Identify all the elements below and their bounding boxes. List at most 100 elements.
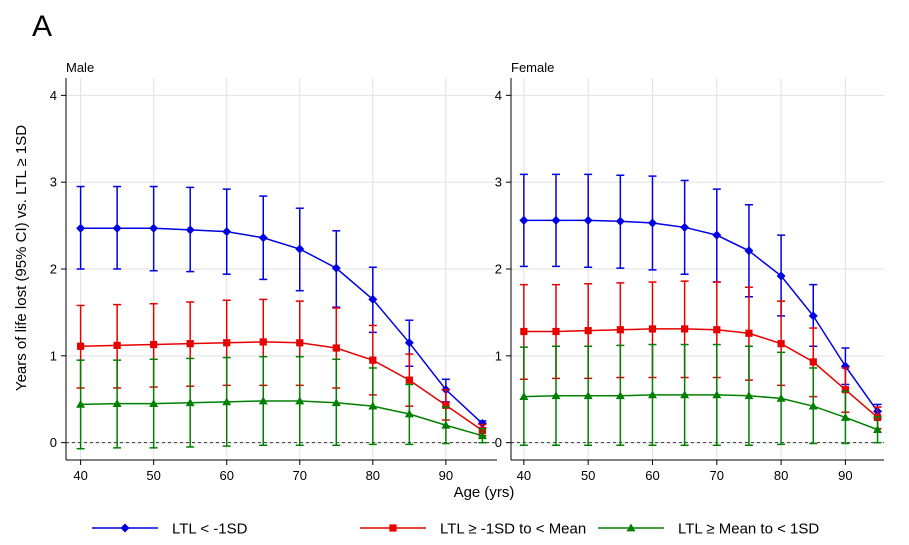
data-point xyxy=(404,338,414,348)
data-point xyxy=(405,376,413,384)
data-point xyxy=(222,227,232,237)
data-point xyxy=(809,358,817,366)
data-point xyxy=(77,342,85,350)
data-point xyxy=(185,398,195,407)
data-point xyxy=(369,356,377,364)
series-line xyxy=(80,400,483,437)
data-point xyxy=(296,339,304,347)
series-1 xyxy=(519,280,882,430)
legend-label: LTL ≥ Mean to < 1SD xyxy=(678,521,819,538)
data-point xyxy=(745,329,753,337)
data-point xyxy=(76,399,86,408)
legend-item-1: LTL ≥ -1SD to < Mean xyxy=(360,521,586,538)
data-point xyxy=(808,401,818,410)
data-point xyxy=(648,325,657,333)
y-tick-label: 1 xyxy=(50,348,57,363)
data-point xyxy=(186,340,194,348)
data-point xyxy=(477,431,487,440)
data-point xyxy=(680,390,690,399)
data-point xyxy=(404,409,414,418)
data-point xyxy=(647,390,657,399)
y-tick-label: 0 xyxy=(50,435,57,450)
legend-label: LTL < -1SD xyxy=(172,521,248,538)
legend-marker xyxy=(120,523,130,533)
data-point xyxy=(222,397,232,406)
series-line xyxy=(523,394,878,431)
series-0 xyxy=(519,173,883,420)
data-point xyxy=(295,244,305,254)
panel-title: Male xyxy=(66,60,94,75)
data-point xyxy=(442,401,450,409)
data-point xyxy=(551,391,561,400)
data-point xyxy=(259,338,267,346)
data-point xyxy=(368,401,378,410)
data-point xyxy=(150,340,158,349)
data-point xyxy=(258,396,268,405)
data-point xyxy=(519,215,529,225)
data-point xyxy=(776,393,786,402)
data-point xyxy=(712,390,722,399)
data-point xyxy=(583,215,593,225)
y-tick-label: 4 xyxy=(495,88,502,103)
data-point xyxy=(149,399,159,407)
x-axis-label: Age (yrs) xyxy=(454,484,515,501)
data-point xyxy=(777,340,785,348)
y-axis-label: Years of life lost (95% CI) vs. LTL ≥ 1S… xyxy=(13,125,30,391)
data-point xyxy=(583,391,593,400)
data-point xyxy=(841,386,850,394)
data-point xyxy=(112,399,122,407)
x-tick-label: 80 xyxy=(774,468,788,483)
data-point xyxy=(113,341,121,349)
data-point xyxy=(520,327,528,336)
y-tick-label: 0 xyxy=(495,435,502,450)
x-tick-label: 60 xyxy=(645,468,659,483)
data-point xyxy=(680,222,690,232)
x-tick-label: 90 xyxy=(838,468,852,483)
data-point xyxy=(223,339,231,347)
data-point xyxy=(552,327,560,336)
data-point xyxy=(840,412,850,421)
series-2 xyxy=(76,355,487,450)
x-tick-label: 50 xyxy=(581,468,595,483)
data-point xyxy=(331,398,341,407)
y-tick-label: 2 xyxy=(50,262,57,277)
data-point xyxy=(76,223,86,233)
data-point xyxy=(615,216,625,226)
x-tick-label: 60 xyxy=(219,468,233,483)
y-tick-label: 3 xyxy=(495,175,502,190)
legend-marker xyxy=(389,524,397,532)
x-tick-label: 40 xyxy=(73,468,87,483)
data-point xyxy=(873,425,883,433)
panel-female: Female 0 1 2 3 4 40 50 60 70 80 90 xyxy=(495,60,884,483)
data-point xyxy=(551,215,561,225)
data-point xyxy=(808,311,818,321)
data-point xyxy=(713,326,721,334)
data-point xyxy=(616,326,624,334)
data-point xyxy=(368,294,378,304)
data-point xyxy=(519,392,529,400)
data-point xyxy=(615,391,625,400)
y-tick-label: 1 xyxy=(495,348,502,363)
legend-item-0: LTL < -1SD xyxy=(92,521,248,538)
series-1 xyxy=(76,298,487,437)
data-point xyxy=(441,420,451,429)
data-point xyxy=(295,396,305,405)
y-tick-label: 4 xyxy=(50,88,57,103)
data-point xyxy=(744,246,754,256)
series-line xyxy=(523,219,879,412)
data-point xyxy=(681,325,689,333)
data-point xyxy=(332,344,340,352)
legend-marker xyxy=(626,523,636,532)
series-0 xyxy=(76,185,487,429)
data-point xyxy=(112,223,122,233)
data-point xyxy=(712,230,722,240)
data-point xyxy=(331,263,341,273)
panel-male: Male 0 1 2 3 4 40 50 60 70 80 90 xyxy=(50,60,497,483)
panel-label: A xyxy=(32,10,52,43)
x-tick-label: 40 xyxy=(517,468,531,483)
data-point xyxy=(149,223,159,233)
data-point xyxy=(477,419,487,429)
x-tick-label: 70 xyxy=(293,468,307,483)
